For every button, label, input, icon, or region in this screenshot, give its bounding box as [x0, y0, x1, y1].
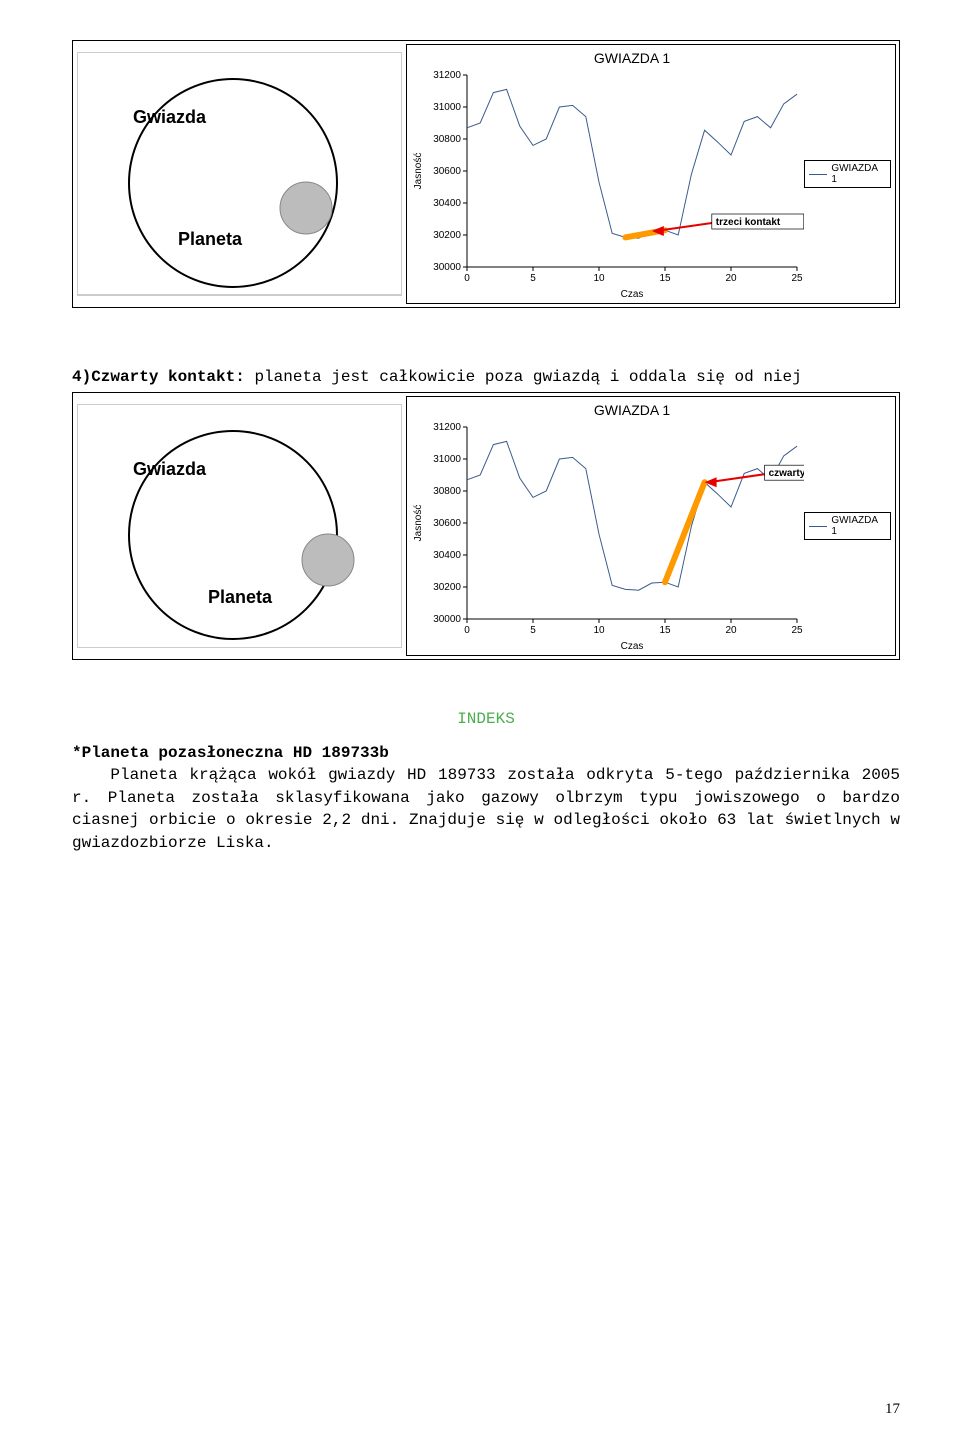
- star-planet-diagram-4: Gwiazda Planeta: [77, 404, 402, 648]
- figure-fourth-contact: Gwiazda Planeta GWIAZDA 1 30000 30200 30400…: [72, 392, 900, 660]
- svg-text:GWIAZDA 1: GWIAZDA 1: [593, 50, 669, 66]
- chart-legend: GWIAZDA 1: [804, 512, 890, 540]
- svg-text:15: 15: [659, 273, 671, 284]
- svg-text:0: 0: [464, 273, 470, 284]
- section-4-heading: 4)Czwarty kontakt: planeta jest całkowic…: [72, 368, 900, 386]
- indeks-heading: INDEKS: [72, 710, 900, 728]
- svg-text:25: 25: [791, 273, 803, 284]
- svg-text:10: 10: [593, 625, 605, 636]
- svg-text:15: 15: [659, 625, 671, 636]
- star-planet-diagram-3: Gwiazda Planeta: [77, 52, 402, 296]
- svg-text:Jasność: Jasność: [413, 505, 424, 542]
- svg-text:5: 5: [530, 625, 536, 636]
- svg-text:Czas: Czas: [620, 289, 643, 300]
- svg-text:30400: 30400: [433, 550, 461, 561]
- svg-text:trzeci kontakt: trzeci kontakt: [715, 217, 780, 228]
- chart-legend: GWIAZDA 1: [804, 160, 890, 188]
- svg-text:Jasność: Jasność: [413, 153, 424, 190]
- svg-text:30200: 30200: [433, 230, 461, 241]
- heading-rest: planeta jest całkowicie poza gwiazdą i o…: [254, 368, 801, 386]
- svg-text:30000: 30000: [433, 614, 461, 625]
- svg-text:czwarty kontakt: czwarty kontakt: [768, 468, 804, 479]
- svg-text:30200: 30200: [433, 582, 461, 593]
- svg-text:30600: 30600: [433, 518, 461, 529]
- svg-text:Czas: Czas: [620, 641, 643, 652]
- page-number: 17: [885, 1401, 900, 1418]
- figure-third-contact: Gwiazda Planeta GWIAZDA 1 30000 30200 30400…: [72, 40, 900, 308]
- svg-text:30800: 30800: [433, 486, 461, 497]
- svg-text:31200: 31200: [433, 70, 461, 81]
- svg-text:30400: 30400: [433, 198, 461, 209]
- svg-text:31000: 31000: [433, 454, 461, 465]
- svg-text:20: 20: [725, 625, 737, 636]
- planet-title: *Planeta pozasłoneczna HD 189733b: [72, 744, 389, 762]
- svg-text:0: 0: [464, 625, 470, 636]
- star-label: Gwiazda: [133, 107, 207, 127]
- legend-color-swatch: [809, 174, 827, 175]
- planet-label: Planeta: [178, 229, 243, 249]
- planet-label: Planeta: [208, 587, 273, 607]
- svg-text:30800: 30800: [433, 134, 461, 145]
- svg-text:5: 5: [530, 273, 536, 284]
- svg-text:31200: 31200: [433, 422, 461, 433]
- planet-description: *Planeta pozasłoneczna HD 189733b Planet…: [72, 742, 900, 854]
- legend-label: GWIAZDA 1: [831, 163, 885, 185]
- legend-label: GWIAZDA 1: [831, 515, 885, 537]
- svg-text:GWIAZDA 1: GWIAZDA 1: [593, 402, 669, 418]
- svg-text:25: 25: [791, 625, 803, 636]
- svg-text:10: 10: [593, 273, 605, 284]
- svg-text:30600: 30600: [433, 166, 461, 177]
- brightness-chart-4: GWIAZDA 1 30000 30200 30400 30600 30800 31000 3…: [406, 396, 896, 656]
- svg-text:30000: 30000: [433, 262, 461, 273]
- heading-prefix: 4)Czwarty kontakt:: [72, 368, 245, 386]
- star-label: Gwiazda: [133, 459, 207, 479]
- legend-color-swatch: [809, 526, 827, 527]
- svg-text:31000: 31000: [433, 102, 461, 113]
- svg-text:20: 20: [725, 273, 737, 284]
- planet-body: Planeta krążąca wokół gwiazdy HD 189733 …: [72, 766, 900, 851]
- brightness-chart-3: GWIAZDA 1 30000 30200 30400 30600 30800 31000 3…: [406, 44, 896, 304]
